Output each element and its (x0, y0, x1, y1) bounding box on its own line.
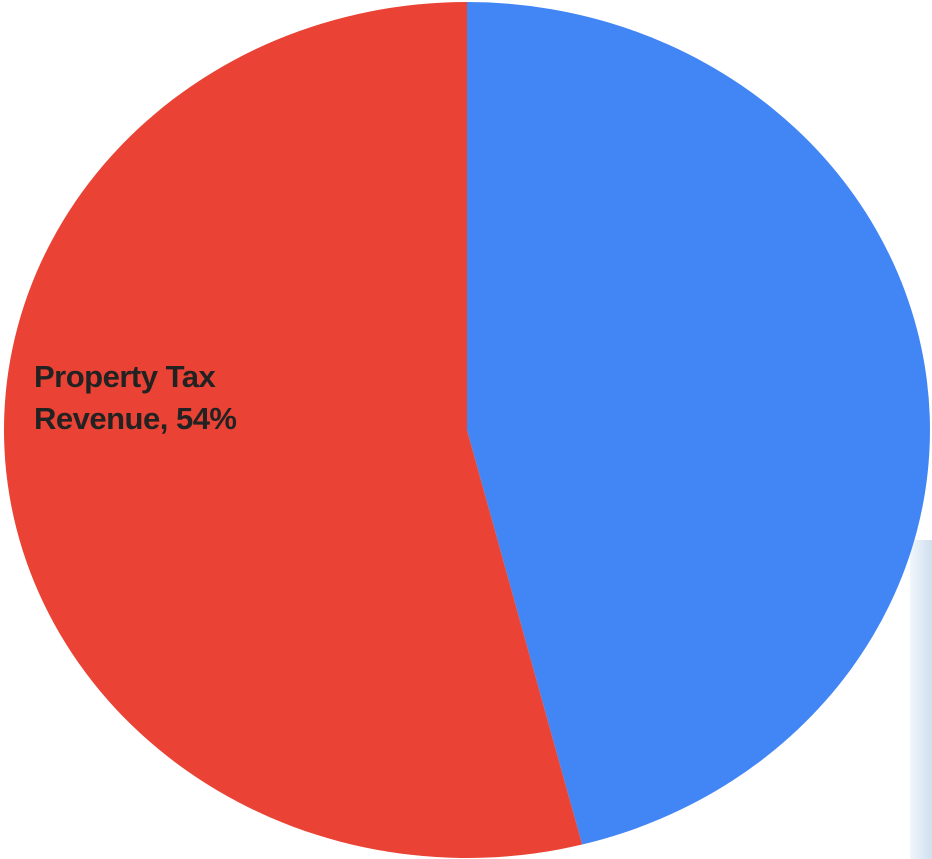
slice-label-line-1: Property Tax (34, 359, 216, 394)
background-panel-edge (910, 540, 932, 859)
slice-label-property-tax: Property Tax Revenue, 54% (34, 356, 237, 440)
pie-slice-property-tax-revenue (3, 2, 583, 858)
pie-slice-slice-1 (467, 2, 930, 845)
slice-label-line-2: Revenue, 54% (34, 401, 237, 436)
pie-slices (3, 2, 930, 858)
